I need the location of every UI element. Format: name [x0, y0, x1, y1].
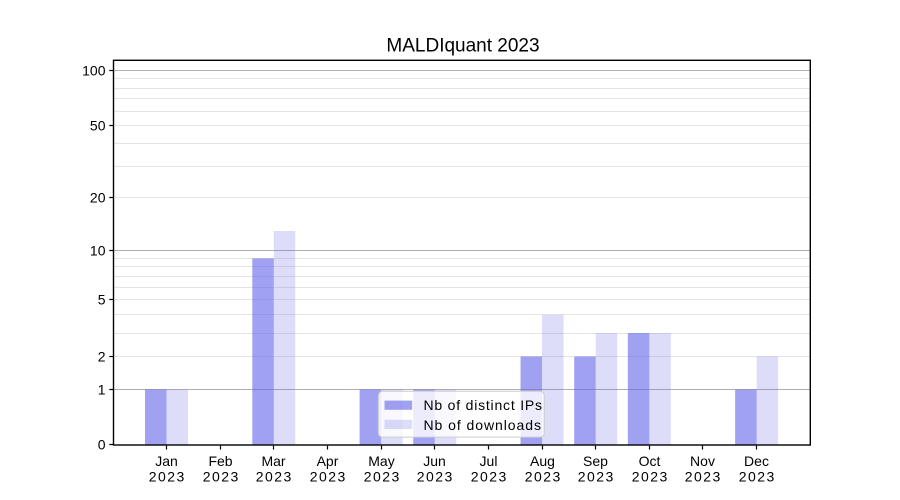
svg-text:2023: 2023 [256, 469, 292, 485]
svg-text:Nov: Nov [690, 453, 715, 469]
svg-text:0: 0 [98, 436, 106, 452]
svg-text:100: 100 [82, 62, 106, 78]
svg-text:Nb of distinct IPs: Nb of distinct IPs [424, 397, 543, 413]
svg-text:1: 1 [98, 381, 106, 397]
svg-text:Nb of downloads: Nb of downloads [424, 417, 542, 433]
svg-text:2023: 2023 [149, 469, 185, 485]
svg-text:2023: 2023 [364, 469, 400, 485]
svg-text:5: 5 [98, 291, 106, 307]
svg-text:2023: 2023 [310, 469, 346, 485]
svg-text:20: 20 [90, 189, 106, 205]
svg-text:May: May [368, 453, 394, 469]
svg-text:2023: 2023 [203, 469, 239, 485]
svg-text:Mar: Mar [261, 453, 285, 469]
svg-text:10: 10 [90, 242, 106, 258]
svg-text:MALDIquant 2023: MALDIquant 2023 [386, 35, 539, 56]
svg-text:50: 50 [90, 117, 106, 133]
svg-text:2023: 2023 [578, 469, 614, 485]
svg-text:2023: 2023 [417, 469, 453, 485]
svg-text:Dec: Dec [744, 453, 769, 469]
svg-text:Apr: Apr [317, 453, 339, 469]
svg-text:Jan: Jan [155, 453, 178, 469]
svg-text:Jun: Jun [423, 453, 446, 469]
svg-text:2023: 2023 [525, 469, 561, 485]
svg-text:2023: 2023 [632, 469, 668, 485]
svg-text:2023: 2023 [471, 469, 507, 485]
svg-text:Sep: Sep [583, 453, 608, 469]
svg-text:2023: 2023 [739, 469, 775, 485]
svg-text:Jul: Jul [480, 453, 498, 469]
svg-text:2023: 2023 [685, 469, 721, 485]
svg-text:Feb: Feb [208, 453, 232, 469]
svg-text:Aug: Aug [530, 453, 555, 469]
svg-text:Oct: Oct [639, 453, 661, 469]
svg-text:2: 2 [98, 348, 106, 364]
